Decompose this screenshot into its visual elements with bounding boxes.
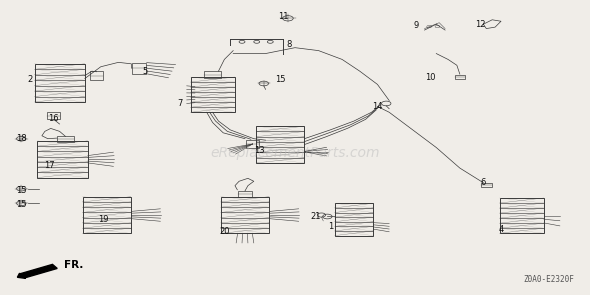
Text: 16: 16 xyxy=(48,114,59,123)
Text: 20: 20 xyxy=(219,227,230,236)
Text: 21: 21 xyxy=(310,212,321,221)
Bar xyxy=(256,126,304,163)
Text: 11: 11 xyxy=(278,12,289,21)
Text: 6: 6 xyxy=(481,178,486,187)
Text: 4: 4 xyxy=(499,225,504,234)
Bar xyxy=(246,140,259,148)
Text: FR.: FR. xyxy=(64,260,84,270)
Bar xyxy=(500,198,544,233)
Bar xyxy=(38,141,87,178)
Text: 2: 2 xyxy=(28,76,33,84)
Text: 10: 10 xyxy=(425,73,435,81)
FancyArrow shape xyxy=(17,264,57,278)
Text: 7: 7 xyxy=(178,99,183,108)
Bar xyxy=(191,77,235,112)
Bar xyxy=(90,71,103,80)
Text: 8: 8 xyxy=(286,40,292,49)
Text: Z0A0-E2320F: Z0A0-E2320F xyxy=(524,275,575,284)
Text: 12: 12 xyxy=(475,20,486,29)
Bar xyxy=(454,75,465,79)
Text: 17: 17 xyxy=(44,160,54,170)
Bar xyxy=(204,71,221,78)
Bar xyxy=(132,63,146,74)
Bar xyxy=(57,136,74,142)
Text: 14: 14 xyxy=(372,102,383,111)
Text: eReplacementParts.com: eReplacementParts.com xyxy=(210,146,380,160)
Text: 18: 18 xyxy=(16,134,27,143)
Bar xyxy=(35,64,84,102)
Text: 19: 19 xyxy=(99,215,109,224)
Text: 15: 15 xyxy=(275,76,286,84)
Bar xyxy=(221,197,269,233)
Bar xyxy=(47,112,60,119)
Text: 15: 15 xyxy=(16,186,27,195)
Text: 9: 9 xyxy=(413,21,418,30)
Text: 15: 15 xyxy=(16,200,27,209)
Text: 5: 5 xyxy=(142,67,148,76)
Bar xyxy=(238,191,253,197)
Text: 1: 1 xyxy=(327,222,333,231)
Text: 13: 13 xyxy=(254,146,265,155)
Bar xyxy=(83,197,131,233)
Bar xyxy=(335,203,373,236)
Bar xyxy=(481,183,491,187)
